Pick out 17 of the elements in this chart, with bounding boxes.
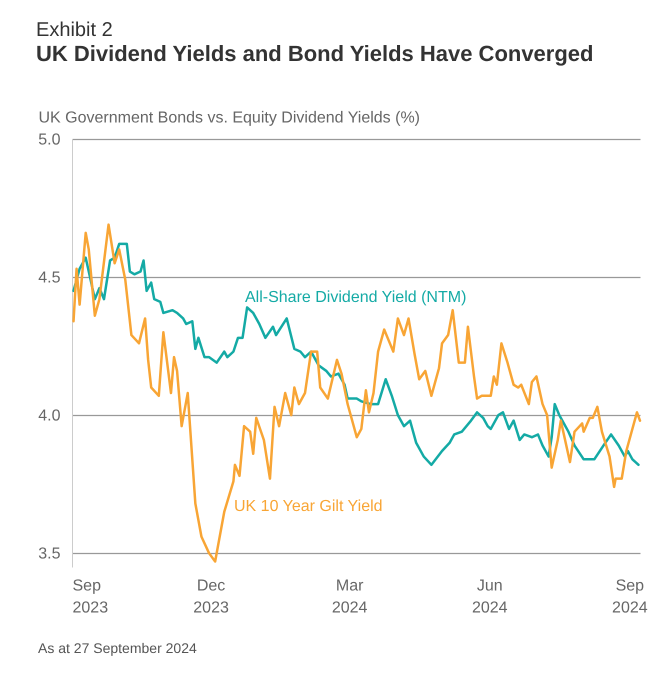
- line-series: [72, 242, 640, 466]
- chart-subtitle: UK Dividend Yields and Bond Yields Have Converged: [36, 41, 594, 66]
- series-label: UK 10 Year Gilt Yield: [234, 498, 383, 515]
- y-tick-label: 3.5: [38, 546, 61, 563]
- chart-title: Exhibit 2: [36, 19, 113, 41]
- line-series: [72, 223, 642, 563]
- series-label: All-Share Dividend Yield (NTM): [245, 289, 466, 306]
- text: As at 27 September 2024: [38, 640, 197, 656]
- y-tick-label: 5.0: [38, 132, 61, 148]
- x-tick-label: Jun 2024: [472, 578, 508, 616]
- x-tick-label: Sep 2023: [72, 578, 108, 616]
- x-tick-label: Dec 2023: [193, 578, 229, 616]
- y-tick-label: 4.0: [38, 408, 61, 425]
- x-tick-label: Sep 2024: [612, 578, 648, 616]
- y-axis-title: UK Government Bonds vs. Equity Dividend Yields (%): [38, 110, 420, 126]
- y-tick-label: 4.5: [38, 270, 61, 287]
- x-tick-label: Mar 2024: [332, 578, 368, 616]
